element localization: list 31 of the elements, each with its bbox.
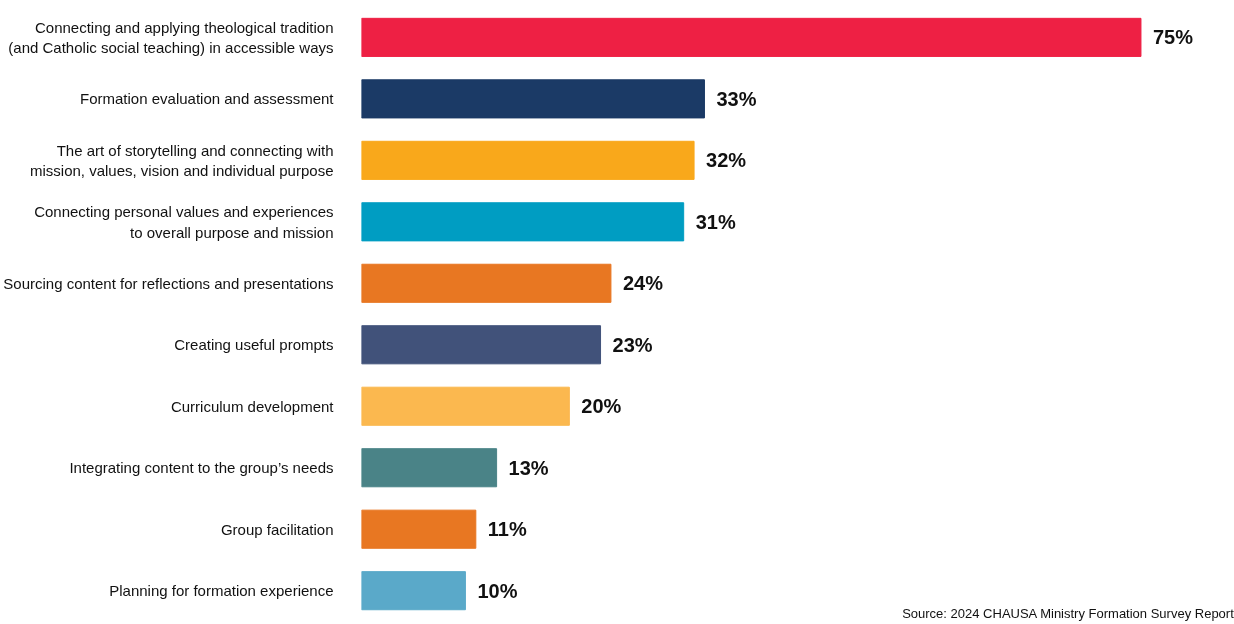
bar xyxy=(361,202,685,242)
bar xyxy=(361,509,477,549)
bar xyxy=(361,571,466,611)
y-tick-label: Curriculum development xyxy=(170,397,335,415)
data-label: 20% xyxy=(581,395,622,418)
data-label: 23% xyxy=(612,333,653,356)
bar xyxy=(361,79,705,119)
data-label: 33% xyxy=(716,87,757,110)
y-tick-label: Formation evaluation and assessment xyxy=(80,90,335,108)
y-tick-label: Connecting personal values and experiences to overall purpose and mission xyxy=(34,203,334,241)
bar xyxy=(361,386,570,426)
data-label: 13% xyxy=(508,456,549,479)
bar xyxy=(361,325,602,365)
y-tick-label: The art of storytelling and connecting with mission, values, vision and individual purpose xyxy=(30,141,334,180)
data-label: 11% xyxy=(487,518,527,541)
bar xyxy=(361,17,1142,57)
data-label: 75% xyxy=(1152,26,1194,49)
bar xyxy=(361,140,695,180)
data-label: 31% xyxy=(695,210,736,233)
annotation: Source: 2024 CHAUSA Ministry Formation Survey Report xyxy=(902,606,1234,622)
y-tick-label: Connecting and applying theological tradition (and Catholic social teaching) in accessible ways xyxy=(8,18,334,57)
bar xyxy=(361,448,498,488)
data-label: 32% xyxy=(706,149,747,172)
y-tick-label: Integrating content to the group’s needs xyxy=(69,459,334,477)
y-tick-label: Creating useful prompts xyxy=(174,336,334,354)
y-tick-label: Group facilitation xyxy=(220,520,334,538)
data-label: 10% xyxy=(477,579,518,602)
y-tick-label: Planning for formation experience xyxy=(109,582,334,600)
y-tick-label: Sourcing content for reflections and presentations xyxy=(3,274,334,292)
data-label: 24% xyxy=(622,272,664,295)
bar xyxy=(361,263,612,303)
